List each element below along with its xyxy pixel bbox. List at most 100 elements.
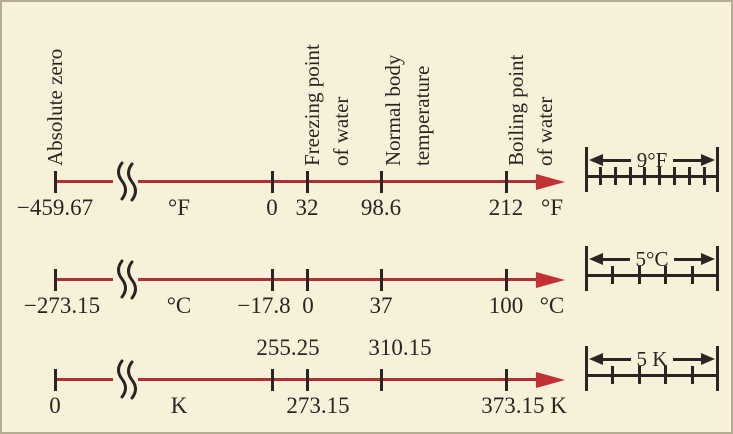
kelvin-axis-line-left [55, 378, 113, 381]
ruler-end-bar [585, 147, 588, 192]
ruler-tick [691, 366, 694, 384]
annotation-line: Normal body [381, 54, 405, 166]
arrowhead-icon [536, 174, 565, 190]
ruler-span-label: 5 K [636, 347, 668, 371]
arrow-left-icon [589, 154, 603, 166]
ruler-end-bar [585, 246, 588, 291]
tick-mark [271, 369, 274, 391]
ruler-baseline [585, 274, 719, 277]
ruler-tick [658, 167, 661, 185]
celsius-origin-label: −273.15 [23, 293, 101, 318]
arrow-shaft [673, 357, 702, 361]
arrow-shaft [673, 158, 702, 162]
arrow-left-icon [589, 253, 603, 265]
axis-break-icon [117, 359, 137, 400]
ruler-span-arrow: 9°F [589, 148, 716, 172]
annotation-line: Absolute zero [43, 48, 67, 166]
ruler-end-bar [585, 346, 588, 391]
fahrenheit-axis-line-left [55, 180, 113, 183]
ruler-tick [688, 167, 691, 185]
celsius-tick-label-0: 0 [302, 293, 314, 318]
celsius-mid-unit-label: °C [166, 293, 192, 318]
arrow-shaft [603, 257, 630, 261]
ruler-tick [611, 266, 614, 284]
kelvin-axis-line-right [138, 378, 536, 381]
annotation-line: of water [329, 96, 353, 166]
kelvin-tick-label-373-15: 373.15 K [481, 393, 567, 418]
arrow-left-icon [589, 353, 603, 365]
arrow-right-icon [701, 353, 716, 365]
arrow-right-icon [701, 154, 716, 166]
annotation-line: Boiling point [504, 54, 528, 166]
ruler-end-bar [716, 246, 719, 291]
celsius-tick-label-minus-17-8: −17.8 [237, 293, 291, 318]
annotation-boiling-point: Boiling point of water [502, 55, 560, 166]
celsius-axis-line-right [138, 278, 536, 281]
ruler-tick [614, 167, 617, 185]
kelvin-interval-ruler: 5 K [585, 346, 719, 391]
ruler-baseline [585, 175, 719, 178]
celsius-axis-line-left [55, 278, 113, 281]
fahrenheit-end-unit-label: °F [541, 195, 563, 220]
kelvin-mid-unit-label: K [170, 393, 188, 418]
annotation-line: Freezing point [300, 44, 324, 166]
tick-mark [271, 269, 274, 291]
ruler-span-label: 9°F [636, 148, 668, 172]
ruler-span-arrow: 5 K [589, 347, 716, 371]
annotation-line: of water [533, 96, 557, 166]
ruler-tick [691, 266, 694, 284]
ruler-tick [643, 167, 646, 185]
arrow-shaft [603, 158, 631, 162]
arrowhead-icon [536, 272, 565, 288]
fahrenheit-axis-line-right [138, 180, 536, 183]
fahrenheit-tick-label-98-6: 98.6 [360, 195, 402, 220]
tick-mark [505, 269, 508, 291]
kelvin-tick-label-255-25: 255.25 [256, 335, 320, 360]
annotation-normal-body-temperature: Normal body temperature [379, 55, 437, 166]
ruler-end-bar [716, 147, 719, 192]
arrow-right-icon [701, 253, 715, 265]
ruler-tick [703, 167, 706, 185]
axis-break-icon [117, 259, 137, 300]
annotation-freezing-point: Freezing point of water [298, 44, 356, 166]
kelvin-tick-label-310-15: 310.15 [368, 335, 432, 360]
ruler-tick [611, 366, 614, 384]
tick-mark [306, 269, 309, 291]
fahrenheit-tick-label-32: 32 [295, 195, 319, 220]
tick-mark [505, 171, 508, 193]
ruler-baseline [585, 374, 719, 377]
ruler-tick [664, 366, 667, 384]
fahrenheit-interval-ruler: 9°F [585, 147, 719, 192]
arrow-shaft [674, 257, 701, 261]
tick-mark [380, 269, 383, 291]
celsius-end-unit-label: °C [539, 293, 565, 318]
fahrenheit-mid-unit-label: °F [168, 195, 190, 220]
tick-mark [380, 171, 383, 193]
axis-break-icon [117, 161, 137, 202]
ruler-tick [638, 366, 641, 384]
annotation-absolute-zero: Absolute zero [41, 49, 70, 166]
celsius-tick-label-37: 37 [369, 293, 393, 318]
tick-mark [505, 369, 508, 391]
tick-mark [380, 369, 383, 391]
arrow-shaft [603, 357, 631, 361]
kelvin-tick-label-273-15: 273.15 [286, 393, 350, 418]
fahrenheit-tick-label-212: 212 [488, 195, 524, 220]
ruler-tick [599, 167, 602, 185]
fahrenheit-tick-label-0: 0 [266, 195, 278, 220]
ruler-tick [638, 266, 641, 284]
ruler-end-bar [716, 346, 719, 391]
tick-mark [54, 269, 57, 291]
tick-mark [54, 369, 57, 391]
celsius-interval-ruler: 5°C [585, 246, 719, 291]
tick-mark [306, 171, 309, 193]
ruler-tick [664, 266, 667, 284]
fahrenheit-origin-label: −459.67 [16, 195, 94, 220]
kelvin-origin-label: 0 [49, 393, 61, 418]
arrowhead-icon [536, 372, 565, 388]
tick-mark [306, 369, 309, 391]
ruler-tick [673, 167, 676, 185]
ruler-span-arrow: 5°C [589, 249, 715, 270]
tick-mark [54, 171, 57, 193]
